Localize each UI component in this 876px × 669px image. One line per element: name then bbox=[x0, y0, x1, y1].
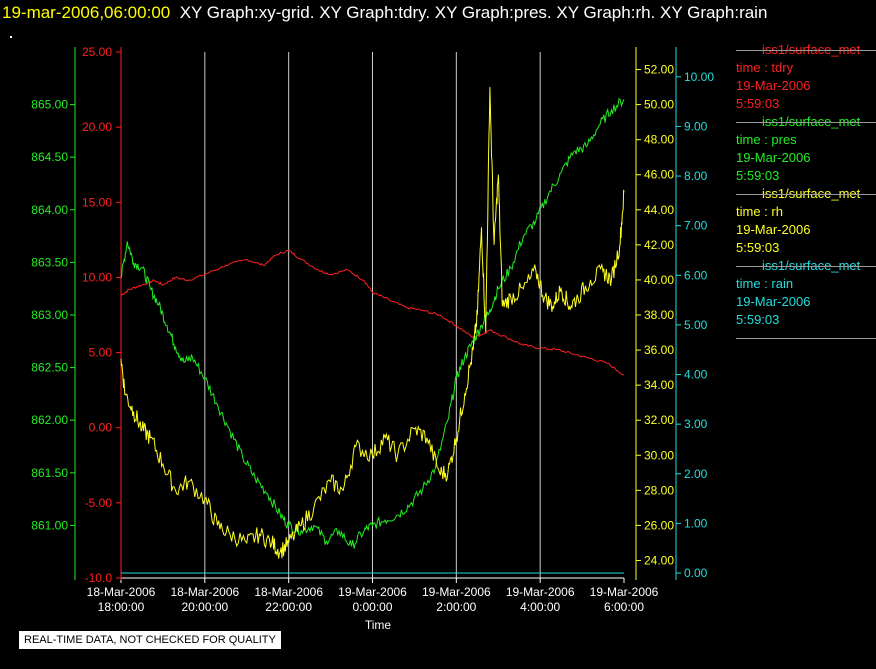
pres-tick-label: 861.00 bbox=[31, 518, 68, 532]
x-tick-label: 19-Mar-2006 bbox=[338, 585, 407, 599]
rh-tick-label: 30.00 bbox=[644, 448, 674, 462]
x-tick-label: 18-Mar-2006 bbox=[87, 585, 156, 599]
x-tick-label: 19-Mar-2006 bbox=[422, 585, 491, 599]
rh-tick-label: 38.00 bbox=[644, 308, 674, 322]
rain-tick-label: 4.00 bbox=[684, 368, 708, 382]
legend-time: 5:59:03 bbox=[736, 168, 780, 183]
x-axis-label: Time bbox=[365, 618, 392, 632]
pres-tick-label: 864.50 bbox=[31, 150, 68, 164]
legend-date: 19-Mar-2006 bbox=[736, 294, 811, 309]
x-tick-label: 2:00:00 bbox=[436, 600, 476, 614]
legend-time-label: time : rain bbox=[736, 276, 794, 291]
legend-date: 19-Mar-2006 bbox=[736, 150, 811, 165]
legend-separator bbox=[736, 122, 876, 123]
rain-tick-label: 6.00 bbox=[684, 268, 708, 282]
legend-time-label: time : pres bbox=[736, 132, 797, 147]
x-tick-label: 0:00:00 bbox=[352, 600, 392, 614]
x-tick-label: 18-Mar-2006 bbox=[254, 585, 323, 599]
quality-notice: REAL-TIME DATA, NOT CHECKED FOR QUALITY bbox=[19, 631, 281, 649]
tdry-tick-label: 5.00 bbox=[89, 346, 113, 360]
legend-date: 19-Mar-2006 bbox=[736, 222, 811, 237]
legend-source: ——iss1/surface_met bbox=[736, 42, 861, 57]
tdry-tick-label: 25.00 bbox=[82, 45, 112, 59]
rh-tick-label: 34.00 bbox=[644, 378, 674, 392]
rh-tick-label: 26.00 bbox=[644, 518, 674, 532]
pres-tick-label: 862.50 bbox=[31, 361, 68, 375]
rh-tick-label: 40.00 bbox=[644, 273, 674, 287]
tdry-tick-label: 0.00 bbox=[89, 421, 113, 435]
x-tick-label: 18:00:00 bbox=[98, 600, 145, 614]
grid-lines bbox=[204, 52, 541, 578]
legend-separator bbox=[736, 266, 876, 267]
rain-tick-label: 10.00 bbox=[684, 70, 714, 84]
axes: 18-Mar-200618:00:0018-Mar-200620:00:0018… bbox=[31, 45, 714, 632]
legend-date: 19-Mar-2006 bbox=[736, 78, 811, 93]
rh-tick-label: 44.00 bbox=[644, 203, 674, 217]
pres-tick-label: 861.50 bbox=[31, 466, 68, 480]
x-tick-label: 19-Mar-2006 bbox=[590, 585, 659, 599]
rain-tick-label: 8.00 bbox=[684, 169, 708, 183]
x-tick-label: 19-Mar-2006 bbox=[506, 585, 575, 599]
tdry-series-line bbox=[120, 249, 625, 376]
rh-tick-label: 28.00 bbox=[644, 483, 674, 497]
legend-separator bbox=[736, 50, 876, 51]
tdry-tick-label: 15.00 bbox=[82, 195, 112, 209]
pres-tick-label: 862.00 bbox=[31, 413, 68, 427]
rain-tick-label: 5.00 bbox=[684, 318, 708, 332]
pres-tick-label: 865.00 bbox=[31, 98, 68, 112]
x-tick-label: 22:00:00 bbox=[265, 600, 312, 614]
legend-separator bbox=[736, 194, 876, 195]
x-tick-label: 6:00:00 bbox=[604, 600, 644, 614]
legend-source: ——iss1/surface_met bbox=[736, 258, 861, 273]
dot-marker bbox=[10, 36, 12, 38]
rain-tick-label: 1.00 bbox=[684, 516, 708, 530]
legend-time: 5:59:03 bbox=[736, 96, 780, 111]
rain-tick-label: 7.00 bbox=[684, 219, 708, 233]
tdry-tick-label: -10.0 bbox=[85, 571, 113, 585]
pres-tick-label: 863.50 bbox=[31, 255, 68, 269]
pres-tick-label: 864.00 bbox=[31, 203, 68, 217]
rh-tick-label: 36.00 bbox=[644, 343, 674, 357]
x-tick-label: 4:00:00 bbox=[520, 600, 560, 614]
timestamp: 19-mar-2006,06:00:00 bbox=[2, 3, 171, 22]
graph-title: 19-mar-2006,06:00:00 XY Graph:xy-grid. X… bbox=[2, 3, 767, 23]
rh-tick-label: 48.00 bbox=[644, 133, 674, 147]
legend-time-label: time : tdry bbox=[736, 60, 794, 75]
rh-series-line bbox=[120, 87, 625, 559]
tdry-tick-label: 20.00 bbox=[82, 120, 112, 134]
rh-tick-label: 50.00 bbox=[644, 98, 674, 112]
rain-tick-label: 3.00 bbox=[684, 417, 708, 431]
tdry-tick-label: -5.00 bbox=[85, 496, 113, 510]
legend-time: 5:59:03 bbox=[736, 312, 780, 327]
legend-source: ——iss1/surface_met bbox=[736, 114, 861, 129]
series-lines bbox=[120, 87, 625, 574]
rain-tick-label: 9.00 bbox=[684, 119, 708, 133]
rh-tick-label: 42.00 bbox=[644, 238, 674, 252]
x-tick-label: 20:00:00 bbox=[181, 600, 228, 614]
rh-tick-label: 24.00 bbox=[644, 553, 674, 567]
rain-tick-label: 0.00 bbox=[684, 566, 708, 580]
x-tick-label: 18-Mar-2006 bbox=[170, 585, 239, 599]
legend-source: ——iss1/surface_met bbox=[736, 186, 861, 201]
legend-time-label: time : rh bbox=[736, 204, 783, 219]
pres-series-line bbox=[120, 97, 625, 549]
rh-tick-label: 52.00 bbox=[644, 63, 674, 77]
rh-tick-label: 32.00 bbox=[644, 413, 674, 427]
legend-separator bbox=[736, 338, 876, 339]
tdry-tick-label: 10.00 bbox=[82, 270, 112, 284]
pres-tick-label: 863.00 bbox=[31, 308, 68, 322]
graph-list: XY Graph:xy-grid. XY Graph:tdry. XY Grap… bbox=[179, 3, 768, 22]
rain-tick-label: 2.00 bbox=[684, 467, 708, 481]
rh-tick-label: 46.00 bbox=[644, 168, 674, 182]
legend-time: 5:59:03 bbox=[736, 240, 780, 255]
